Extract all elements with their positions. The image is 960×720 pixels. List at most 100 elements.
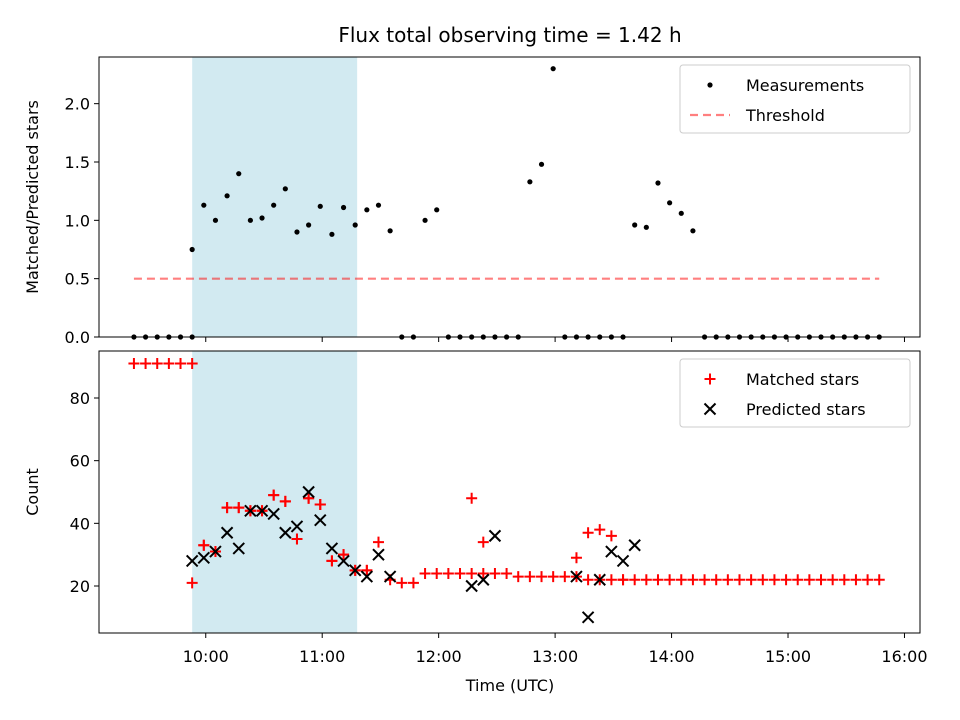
- data-point: [547, 571, 559, 583]
- data-point: [267, 507, 280, 521]
- data-point-shape: [442, 567, 454, 579]
- x-tick-label: 13:00: [532, 647, 578, 666]
- data-point: [375, 202, 382, 208]
- data-point-shape: [186, 358, 198, 370]
- data-point: [454, 567, 466, 579]
- data-point-shape: [667, 200, 673, 206]
- data-point: [197, 551, 211, 565]
- data-point-shape: [325, 542, 339, 555]
- data-point: [163, 358, 175, 370]
- data-point-shape: [209, 545, 222, 558]
- data-point: [488, 529, 502, 543]
- data-point: [442, 567, 454, 579]
- data-point: [803, 574, 815, 586]
- data-point-shape: [617, 574, 629, 586]
- data-point: [815, 574, 827, 586]
- data-point: [550, 66, 556, 72]
- data-point-shape: [629, 574, 641, 586]
- data-point-shape: [247, 217, 253, 223]
- data-point-shape: [338, 549, 350, 561]
- data-point: [581, 611, 595, 624]
- data-point-shape: [815, 574, 827, 586]
- data-point-shape: [407, 577, 419, 589]
- data-point-shape: [477, 567, 489, 579]
- data-point-shape: [294, 229, 300, 235]
- data-point-shape: [594, 524, 606, 536]
- data-point-shape: [757, 574, 769, 586]
- data-point: [850, 574, 862, 586]
- data-point: [675, 574, 687, 586]
- data-point-shape: [317, 203, 323, 209]
- data-point: [294, 229, 300, 235]
- data-point-shape: [233, 502, 245, 514]
- y-axis-label: Count: [23, 468, 42, 516]
- data-point-shape: [198, 539, 210, 551]
- data-point-shape: [488, 529, 502, 543]
- data-point: [422, 217, 428, 223]
- data-point-shape: [387, 228, 393, 234]
- data-point: [352, 222, 358, 228]
- legend-label: Matched stars: [746, 370, 859, 389]
- data-point: [279, 526, 292, 539]
- data-point: [326, 555, 338, 567]
- data-point: [538, 161, 545, 167]
- legend: Measurements Threshold: [679, 64, 911, 134]
- data-point: [340, 204, 347, 211]
- data-point: [536, 571, 548, 583]
- data-point: [419, 567, 431, 579]
- y-tick-label: 20: [70, 577, 90, 596]
- data-point-shape: [550, 66, 556, 72]
- data-point-shape: [477, 573, 490, 586]
- data-point: [271, 202, 277, 208]
- data-point-shape: [465, 579, 478, 593]
- data-point-shape: [326, 555, 338, 567]
- data-point: [236, 171, 242, 177]
- legend: Matched stars Predicted stars: [679, 358, 911, 428]
- data-point-shape: [678, 210, 684, 216]
- data-point-shape: [236, 171, 242, 177]
- x-tick-label: 12:00: [416, 647, 462, 666]
- x-tick-label: 16:00: [881, 647, 927, 666]
- series-matched-stars: [128, 358, 885, 589]
- data-point: [314, 513, 327, 527]
- data-point-shape: [675, 574, 687, 586]
- data-point-shape: [582, 574, 594, 586]
- data-point-shape: [538, 161, 545, 167]
- data-point-shape: [352, 222, 358, 228]
- data-point: [616, 554, 630, 568]
- data-point: [690, 228, 696, 234]
- legend-marker: [704, 373, 716, 385]
- data-point: [383, 570, 397, 583]
- data-point: [338, 549, 350, 561]
- data-point-shape: [547, 571, 559, 583]
- data-point-shape: [375, 202, 382, 208]
- data-point: [387, 228, 393, 234]
- data-point: [477, 536, 489, 548]
- data-point: [862, 574, 874, 586]
- data-point: [629, 574, 641, 586]
- data-point-shape: [616, 554, 630, 568]
- data-point: [290, 520, 304, 533]
- top-panel: 0.0 0.5 1.0 1.5 2.0 Matched/Predicted stars Me…: [23, 56, 921, 347]
- data-point-shape: [710, 574, 722, 586]
- data-point-shape: [290, 520, 304, 533]
- data-point: [201, 202, 207, 208]
- data-point-shape: [850, 574, 862, 586]
- y-tick-label: 80: [70, 389, 90, 408]
- data-point: [594, 524, 606, 536]
- data-point-shape: [302, 485, 315, 499]
- data-point-shape: [527, 179, 533, 185]
- data-point: [232, 542, 245, 555]
- bottom-panel: 20 40 60 80 10:00 11:00 12:00 13:00 14:00 15:00 16…: [23, 350, 928, 666]
- series-measurements: [131, 66, 882, 340]
- data-point-shape: [255, 504, 269, 518]
- data-point: [768, 574, 780, 586]
- y-axis-label: Matched/Predicted stars: [23, 100, 42, 294]
- data-point: [151, 358, 163, 370]
- data-point: [372, 536, 384, 548]
- y-tick-label: 1.0: [65, 211, 90, 230]
- y-tick-label: 2.0: [65, 95, 90, 114]
- data-point: [314, 499, 326, 511]
- data-point: [643, 224, 649, 230]
